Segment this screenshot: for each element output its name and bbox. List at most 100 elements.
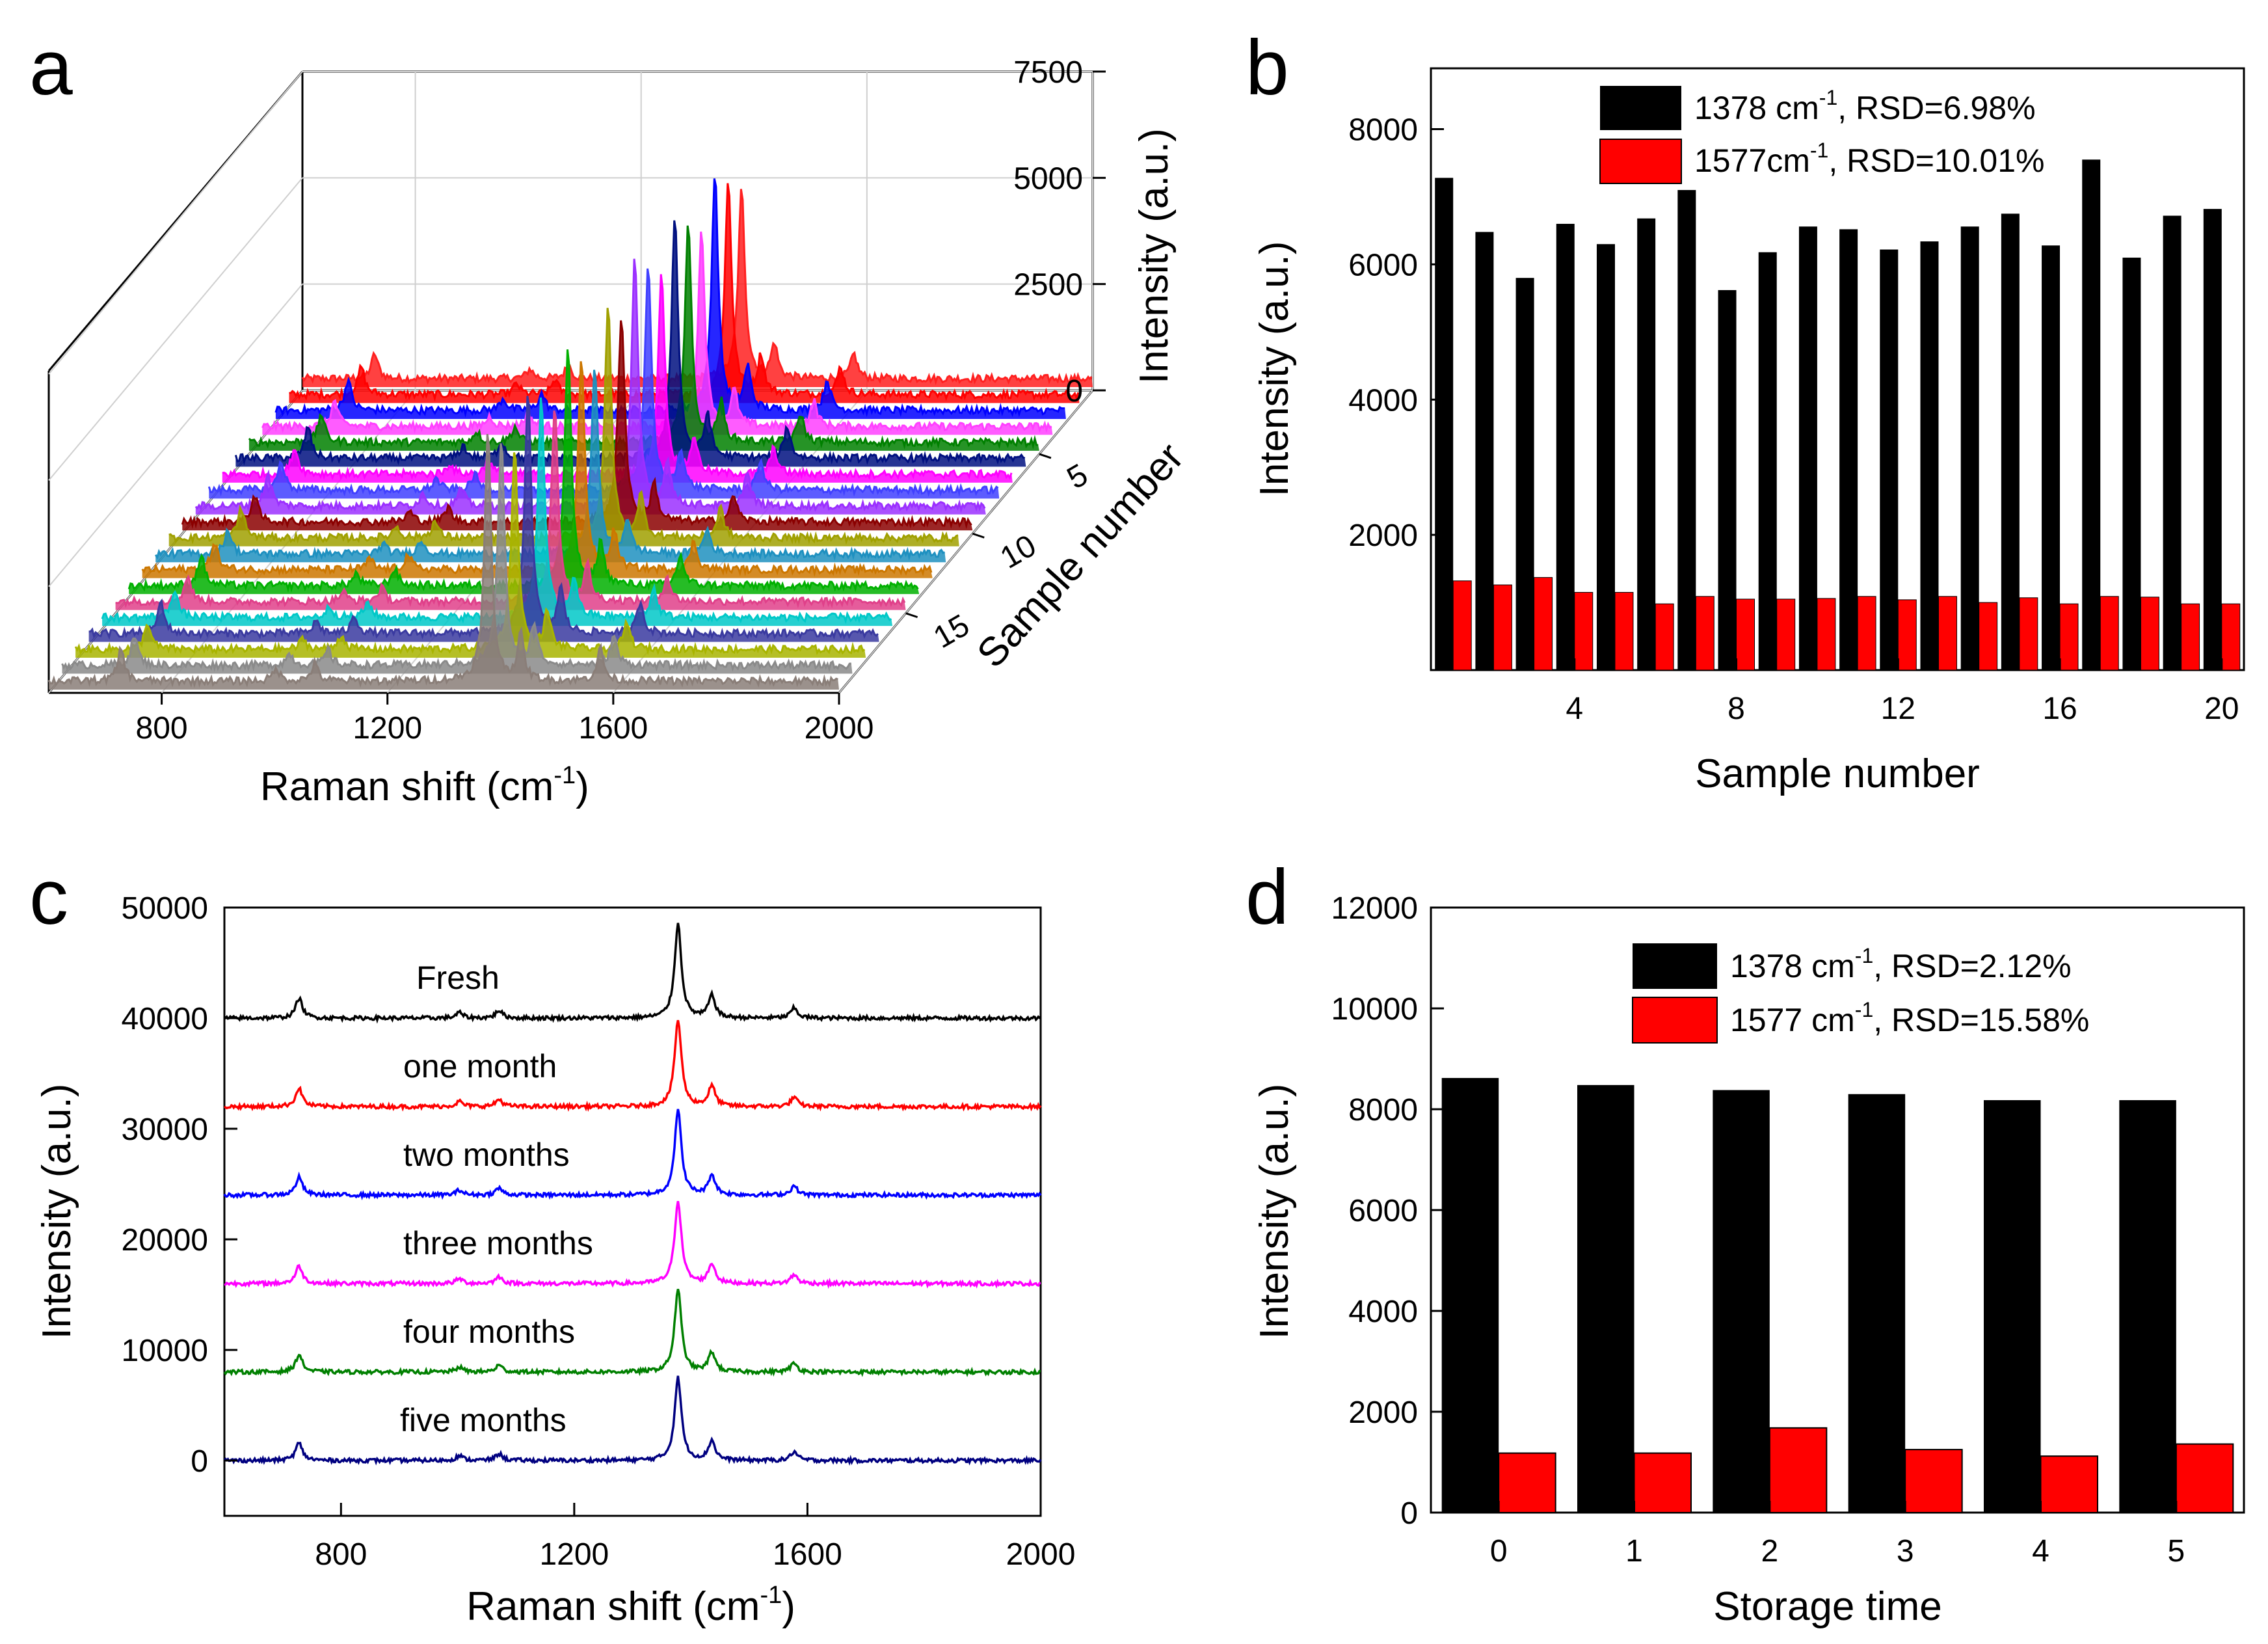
panel-c-x-tick-label: 1200	[539, 1537, 609, 1572]
panel-b-bar-1378	[1596, 244, 1615, 670]
panel-b-bar-1378	[1556, 224, 1575, 671]
panel-b-legend-swatch-1577	[1599, 139, 1682, 184]
panel-b-bar-chart: 4 8 12 16 20 2000 4000 6000 8000 1378 cm-1, RSD=…	[1252, 67, 2245, 796]
panel-b-bar-1577	[1979, 602, 1998, 671]
panel-a-spectrum-line	[61, 443, 851, 673]
panel-letter-b: b	[1246, 24, 1289, 111]
panel-d-bar-1378	[2119, 1100, 2176, 1513]
panel-a-grid-line	[48, 71, 303, 375]
panel-d-bars	[1441, 1077, 2234, 1514]
panel-d-y-tick-label: 8000	[1348, 1093, 1418, 1127]
panel-d-legend-label-1378: 1378 cm-1, RSD=2.12%	[1730, 944, 2072, 984]
panel-a-y-tick-label: 10	[994, 528, 1042, 576]
panel-b-bar-1378	[2122, 258, 2141, 670]
panel-b-legend: 1378 cm-1, RSD=6.98% 1577cm-1, RSD=10.01…	[1599, 86, 2044, 184]
panel-d-y-tick-label: 12000	[1331, 891, 1418, 926]
panel-d-bar-1378	[1577, 1085, 1634, 1513]
panel-c-series-label: one month	[403, 1048, 557, 1085]
panel-c-plot-frame	[223, 906, 1042, 1517]
panel-d-legend-label-1577: 1577 cm-1, RSD=15.58%	[1730, 998, 2089, 1038]
panel-b-bar-1378	[1880, 249, 1899, 671]
panel-b-bar-1378	[1475, 232, 1494, 670]
panel-a-y-tick-label: 15	[928, 608, 976, 656]
panel-b-bar-1577	[1452, 580, 1472, 671]
panel-b-bar-1378	[1637, 218, 1656, 670]
panel-d-y-tick-label: 0	[1400, 1496, 1418, 1531]
panel-b-bar-1577	[1493, 584, 1512, 671]
panel-b-bar-1378	[1758, 252, 1777, 670]
panel-c-series-line	[223, 1375, 1042, 1466]
panel-d-legend: 1378 cm-1, RSD=2.12% 1577 cm-1, RSD=15.5…	[1632, 943, 2089, 1044]
panel-c-y-tick-label: 30000	[122, 1112, 208, 1147]
panel-b-x-tick-label: 8	[1728, 692, 1745, 726]
panel-a-grid-line	[48, 177, 303, 481]
panel-c-series-label: two months	[403, 1137, 570, 1173]
panel-a-y-tick-mark	[905, 612, 918, 619]
panel-b-bar-1378	[2042, 245, 2061, 671]
panel-d-bar-chart: 0 1 2 3 4 5 0 2000 4000 6000 8000 10000 12000 1378 c…	[1252, 891, 2245, 1629]
panel-a-x-tick-label: 1600	[578, 711, 648, 746]
panel-b-bar-1577	[1655, 603, 1674, 671]
panel-c-x-tick-label: 1600	[773, 1537, 842, 1572]
panel-c-y-tick-label: 0	[191, 1444, 208, 1479]
panel-letter-a: a	[29, 24, 73, 111]
panel-c-series-line	[223, 923, 1042, 1024]
panel-d-bar-1378	[1984, 1100, 2041, 1513]
panel-d-y-tick-label: 4000	[1348, 1295, 1418, 1329]
panel-d-x-tick-label: 2	[1761, 1534, 1778, 1569]
panel-a-spectrum-line	[47, 433, 838, 688]
panel-b-bar-1577	[1776, 599, 1796, 671]
panel-a-x-tick-label: 1200	[353, 711, 422, 746]
panel-b-bar-1577	[2140, 597, 2159, 671]
panel-c-series-line	[224, 1201, 1041, 1289]
panel-b-bar-1577	[2100, 596, 2119, 671]
panel-b-legend-swatch-1378	[1600, 86, 1681, 130]
panel-b-bar-1378	[2163, 215, 2181, 671]
panel-c-series-label: five months	[400, 1402, 567, 1438]
panel-letter-d: d	[1246, 854, 1289, 941]
panel-c-y-tick-label: 50000	[122, 891, 208, 926]
panel-c-series-line	[223, 1288, 1041, 1377]
panel-d-bar-1577	[1904, 1449, 1963, 1513]
panel-a-grid-line	[838, 390, 1093, 694]
panel-b-x-tick-label: 4	[1566, 692, 1583, 726]
panel-letter-c: c	[29, 854, 68, 941]
panel-b-bar-1577	[1695, 596, 1714, 671]
panel-a-spectra	[47, 178, 1093, 690]
panel-b-bar-1378	[1435, 178, 1454, 670]
panel-b-x-tick-label: 16	[2042, 692, 2077, 726]
panel-b-ticks: 4 8 12 16 20 2000 4000 6000 8000	[1348, 113, 2239, 726]
panel-a-x-tick-label: 800	[136, 711, 188, 746]
panel-b-bar-1577	[1897, 599, 1917, 671]
panel-c-y-tick-label: 20000	[122, 1223, 208, 1258]
panel-b-x-tick-label: 12	[1881, 692, 1915, 726]
panel-b-bar-1577	[1574, 591, 1594, 671]
panel-d-x-label: Storage time	[1713, 1584, 1942, 1629]
panel-d-x-tick-label: 4	[2032, 1534, 2049, 1569]
panel-c-series-label: Fresh	[416, 960, 500, 996]
panel-a-y-tick-mark	[972, 532, 985, 539]
panel-d-x-tick-label: 0	[1490, 1534, 1508, 1569]
panel-b-bar-1378	[1920, 241, 1939, 671]
panel-b-bar-1577	[1938, 596, 1957, 671]
panel-b-legend-label-1378: 1378 cm-1, RSD=6.98%	[1694, 86, 2036, 126]
panel-b-bar-1378	[1960, 226, 1979, 670]
panel-c-x-tick-label: 800	[315, 1537, 367, 1572]
panel-c-lines	[223, 923, 1042, 1466]
panel-b-bar-1577	[1817, 598, 1836, 671]
panel-a-spectrum-line	[74, 452, 866, 656]
panel-b-bar-1577	[1736, 599, 1755, 671]
panel-b-y-tick-label: 2000	[1348, 519, 1418, 553]
panel-a-x-tick-label: 2000	[805, 711, 874, 746]
panel-d-y-tick-label: 2000	[1348, 1395, 1418, 1430]
panel-c-line-chart: Fresh one month two months three months four…	[34, 891, 1075, 1629]
panel-b-bar-1378	[1515, 278, 1534, 670]
panel-b-bar-1577	[2019, 597, 2038, 671]
panel-b-bar-1378	[2001, 213, 2020, 670]
panel-d-bar-1577	[1633, 1452, 1692, 1514]
panel-d-y-label: Intensity (a.u.)	[1252, 1084, 1297, 1340]
panel-a-y-tick-label: 5	[1061, 457, 1094, 496]
panel-b-bar-1577	[2059, 603, 2079, 671]
panel-a-z-tick-label: 2500	[1013, 268, 1083, 303]
